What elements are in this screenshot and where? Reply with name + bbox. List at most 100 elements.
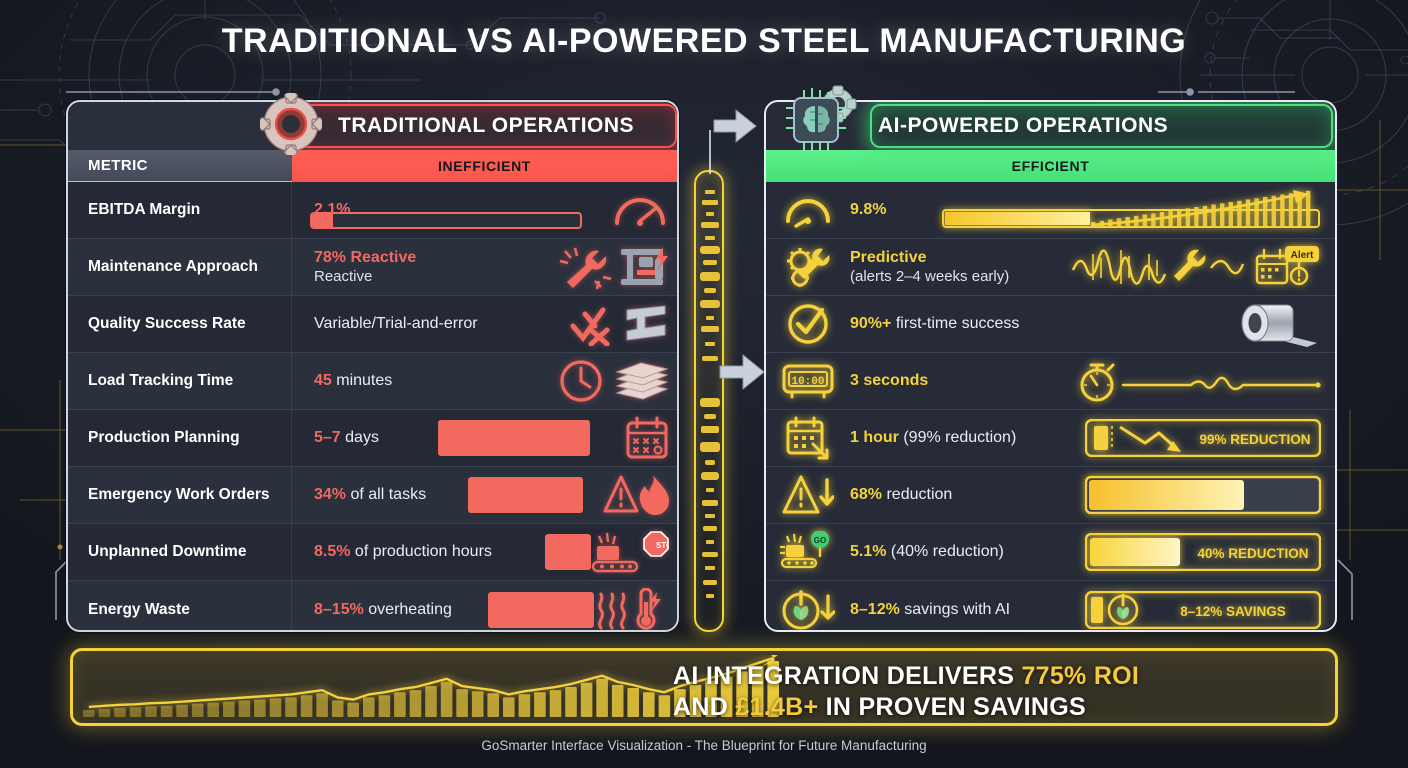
row-icon bbox=[766, 245, 850, 289]
row-value: 5.1% (40% reduction) bbox=[850, 543, 1004, 560]
row-value: Predictive bbox=[850, 248, 927, 266]
row-value: 90%+ first-time success bbox=[850, 315, 1020, 332]
warning-down-icon bbox=[782, 475, 834, 514]
row-visual: 40% REDUCTION bbox=[1085, 533, 1335, 571]
footer-caption: GoSmarter Interface Visualization - The … bbox=[481, 738, 927, 753]
svg-text:99% REDUCTION: 99% REDUCTION bbox=[1199, 432, 1310, 447]
page-title: TRADITIONAL VS AI-POWERED STEEL MANUFACT… bbox=[221, 22, 1187, 60]
row-metric-label: Quality Success Rate bbox=[68, 296, 292, 352]
row-value: Variable/Trial-and-error bbox=[314, 315, 478, 332]
row-icon: GO bbox=[766, 531, 850, 573]
row-value-cell: 78% Reactive Reactive bbox=[292, 239, 677, 295]
row-icon bbox=[766, 416, 850, 460]
row-metric-label: Emergency Work Orders bbox=[68, 467, 292, 523]
table-row: Production Planning 5–7 days bbox=[68, 410, 677, 467]
row-metric-label: Energy Waste bbox=[68, 581, 292, 630]
row-metric-label: EBITDA Margin bbox=[68, 182, 292, 238]
row-metric-label: Maintenance Approach bbox=[68, 239, 292, 295]
left-status-badge: INEFFICIENT bbox=[292, 150, 677, 182]
gauge-icon bbox=[615, 198, 665, 226]
row-block-bar bbox=[545, 534, 591, 570]
clock-papers-icon bbox=[560, 360, 669, 402]
row-subvalue: Reactive bbox=[314, 267, 373, 285]
row-metric-label: Load Tracking Time bbox=[68, 353, 292, 409]
wrench-machine-icon bbox=[559, 247, 668, 289]
row-value: 45 minutes bbox=[314, 372, 393, 389]
right-status-badge: EFFICIENT bbox=[766, 150, 1335, 182]
roi-banner-text: AI INTEGRATION DELIVERS 775% ROI AND £1.… bbox=[673, 661, 1313, 722]
svg-text:Alert: Alert bbox=[1291, 250, 1314, 261]
right-panel-header: AI-POWERED OPERATIONS bbox=[766, 102, 1335, 150]
digital-clock-icon: 10:00 bbox=[782, 364, 834, 399]
roi-line1-prefix: AI INTEGRATION DELIVERS bbox=[673, 662, 1022, 690]
row-metric-label: Production Planning bbox=[68, 410, 292, 466]
check-x-steel-icon bbox=[570, 305, 666, 346]
right-header-glow bbox=[870, 104, 1333, 148]
row-value-cell: Variable/Trial-and-error bbox=[292, 296, 677, 352]
ebitda-progress-bar bbox=[310, 212, 582, 229]
heat-thermometer-icon bbox=[598, 587, 661, 630]
left-panel-title: TRADITIONAL OPERATIONS bbox=[338, 114, 635, 137]
pipeline-detail bbox=[700, 190, 720, 598]
row-icon-group bbox=[559, 359, 669, 403]
table-row: Unplanned Downtime 8.5% of production ho… bbox=[68, 524, 677, 581]
row-block-bar bbox=[488, 591, 594, 628]
row-value: 8.5% of production hours bbox=[314, 543, 492, 560]
table-row: Emergency Work Orders 34% of all tasks bbox=[68, 467, 677, 524]
svg-text:STOP: STOP bbox=[656, 541, 669, 550]
table-row: Predictive (alerts 2–4 weeks early) Aler… bbox=[766, 239, 1335, 296]
rising-bar-trend-chart bbox=[83, 655, 779, 717]
right-panel-title: AI-POWERED OPERATIONS bbox=[878, 114, 1169, 137]
row-value-cell: 45 minutes bbox=[292, 353, 677, 409]
row-icon bbox=[766, 190, 850, 230]
row-value: 78% Reactive bbox=[314, 248, 417, 266]
conveyor-go-icon: GO bbox=[780, 531, 829, 569]
table-row: GO 5.1% (40% reduction) 40% REDUCTION bbox=[766, 524, 1335, 581]
row-icon-group bbox=[595, 587, 669, 631]
row-value-cell: 8–15% overheating bbox=[292, 581, 677, 630]
check-circle-icon bbox=[788, 304, 828, 344]
row-icon-group bbox=[611, 190, 669, 230]
predictive-maintenance-icon bbox=[787, 248, 830, 287]
table-row: 10:00 3 seconds bbox=[766, 353, 1335, 410]
row-visual bbox=[1237, 299, 1335, 349]
row-value-cell: 5–7 days bbox=[292, 410, 677, 466]
traditional-operations-panel: TRADITIONAL OPERATIONS METRIC INEFFICIEN… bbox=[66, 100, 679, 632]
left-panel-header: TRADITIONAL OPERATIONS bbox=[68, 102, 677, 150]
row-value: 8–15% overheating bbox=[314, 600, 452, 618]
row-value-cell: 8–12% savings with AI bbox=[850, 601, 1085, 619]
row-value: 68% reduction bbox=[850, 486, 953, 503]
row-icon bbox=[766, 302, 850, 346]
row-visual bbox=[1071, 359, 1335, 403]
roi-banner: AI INTEGRATION DELIVERS 775% ROI AND £1.… bbox=[70, 648, 1338, 726]
ai-chip-brain-icon bbox=[786, 85, 857, 154]
row-visual bbox=[941, 188, 1335, 232]
table-row: 68% reduction bbox=[766, 467, 1335, 524]
row-icon-group bbox=[559, 245, 669, 289]
table-row: Maintenance Approach 78% Reactive Reacti… bbox=[68, 239, 677, 296]
row-value: 5–7 days bbox=[314, 429, 379, 446]
row-value-cell: 5.1% (40% reduction) bbox=[850, 543, 1085, 561]
row-subvalue: (alerts 2–4 weeks early) bbox=[850, 267, 1010, 285]
progress-bar bbox=[1085, 476, 1321, 514]
row-visual bbox=[1085, 476, 1335, 514]
row-value-cell: 2.1% bbox=[292, 182, 677, 238]
left-header-glow bbox=[291, 104, 677, 148]
steel-coil-icon bbox=[1241, 304, 1317, 347]
row-icon-group bbox=[569, 302, 669, 346]
row-value: 34% of all tasks bbox=[314, 486, 427, 503]
table-row: 9.8% bbox=[766, 182, 1335, 239]
row-value: 9.8% bbox=[850, 201, 887, 218]
gauge-icon bbox=[786, 199, 830, 228]
row-value: 8–12% savings with AI bbox=[850, 600, 1011, 618]
row-icon-group: STOP bbox=[591, 530, 669, 574]
leaf-savings-badge: 8–12% SAVINGS bbox=[1085, 590, 1321, 629]
eco-leaf-down-icon bbox=[782, 589, 835, 629]
calendar-down-icon bbox=[786, 416, 829, 460]
row-block-bar bbox=[438, 420, 590, 456]
row-icon: 10:00 bbox=[766, 363, 850, 399]
flow-arrow-top bbox=[713, 108, 757, 144]
row-icon bbox=[766, 474, 850, 516]
row-value-cell: 34% of all tasks bbox=[292, 467, 677, 523]
